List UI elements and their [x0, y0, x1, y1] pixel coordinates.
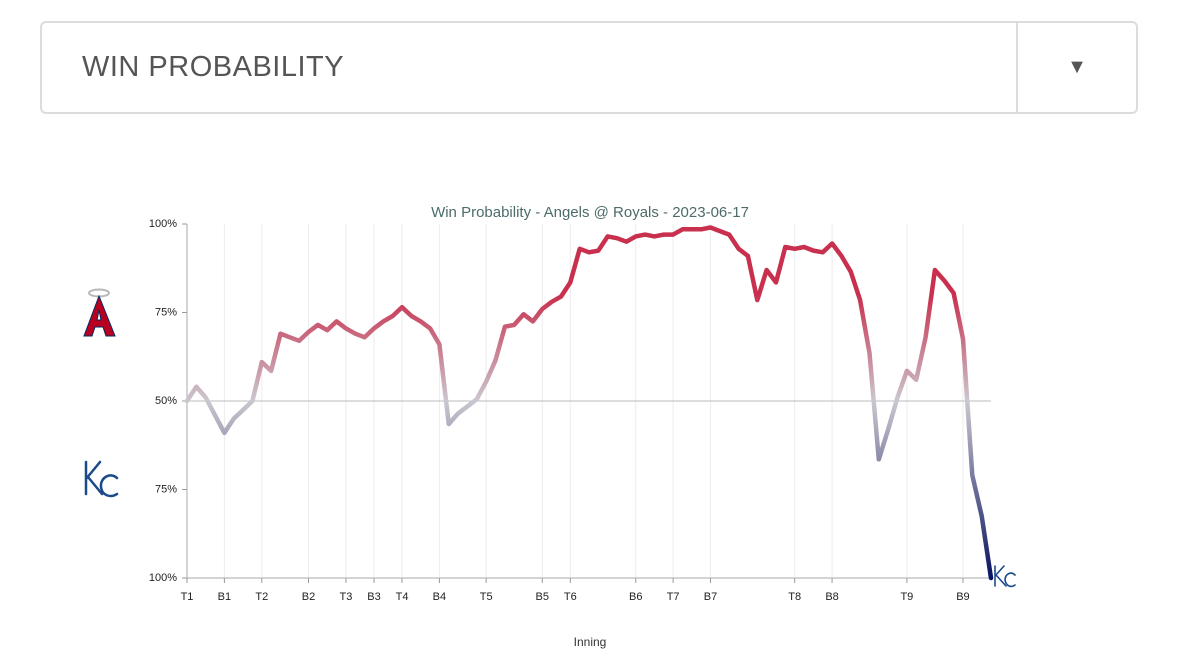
x-tick-label: B3 [367, 591, 380, 603]
y-tick-label: 75% [155, 483, 177, 495]
x-tick-label: B9 [956, 591, 969, 603]
divider [1016, 23, 1018, 112]
x-tick-label: B2 [302, 591, 315, 603]
x-tick-label: B4 [433, 591, 446, 603]
royals-end-logo [994, 565, 1016, 588]
x-tick-label: B6 [629, 591, 642, 603]
x-tick-label: T6 [564, 591, 577, 603]
dropdown-caret[interactable]: ▼ [1067, 56, 1087, 78]
y-tick-label: 75% [155, 306, 177, 318]
x-tick-label: T5 [480, 591, 493, 603]
x-tick-label: T1 [181, 591, 194, 603]
x-tick-label: T7 [667, 591, 680, 603]
x-tick-label: T9 [900, 591, 913, 603]
x-tick-label: B8 [825, 591, 838, 603]
y-tick-label: 100% [149, 572, 177, 584]
x-tick-label: T8 [788, 591, 801, 603]
x-tick-label: B7 [704, 591, 717, 603]
x-tick-label: T2 [255, 591, 268, 603]
royals-logo [84, 460, 119, 498]
win-probability-line [184, 225, 994, 581]
y-tick-label: 100% [149, 218, 177, 230]
x-tick-label: T3 [340, 591, 353, 603]
x-tick-label: B1 [218, 591, 231, 603]
x-tick-label: T4 [396, 591, 409, 603]
x-tick-label: B5 [536, 591, 549, 603]
dropdown[interactable]: WIN PROBABILITY ▼ [40, 21, 1138, 114]
chart-title: Win Probability - Angels @ Royals - 2023… [431, 204, 749, 221]
dropdown-label: WIN PROBABILITY [82, 51, 345, 83]
angels-logo [83, 288, 116, 337]
x-axis-title: Inning [574, 635, 607, 649]
y-tick-label: 50% [155, 395, 177, 407]
